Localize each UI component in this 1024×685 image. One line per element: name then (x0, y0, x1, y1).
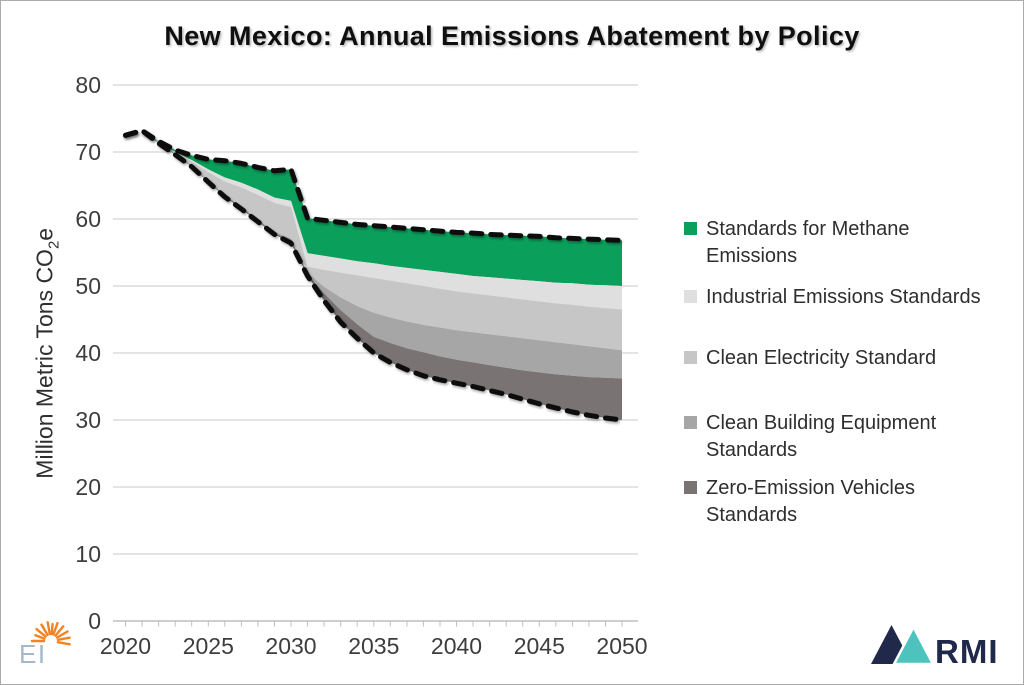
y-tick-label: 40 (75, 340, 101, 366)
band-industrial-emissions-standards (125, 130, 622, 310)
band-clean-electricity-standard (125, 130, 622, 351)
y-tick-label: 30 (75, 407, 101, 433)
rmi-logo-text: RMI (935, 633, 999, 667)
baseline-dashed-line (123, 128, 625, 243)
y-tick-label: 0 (88, 608, 101, 634)
y-tick-label: 60 (75, 206, 101, 232)
legend-label: Standards for Methane Emissions (706, 218, 910, 267)
legend-swatch (684, 351, 697, 364)
ei-sunburst-icon (30, 621, 71, 646)
ei-logo: EI (19, 621, 71, 669)
x-tick-label: 2030 (265, 633, 316, 659)
legend-swatch (684, 290, 697, 303)
rmi-logo: RMI (871, 624, 999, 667)
legend-item: Standards for Methane Emissions (684, 216, 946, 270)
y-tick-label: 10 (75, 541, 101, 567)
legend-item: Zero-Emission Vehicles Standards (684, 475, 946, 529)
x-tick-label: 2035 (348, 633, 399, 659)
chart-title: New Mexico: Annual Emissions Abatement b… (164, 21, 860, 51)
legend-label: Industrial Emissions Standards (706, 286, 981, 308)
legend-swatch (684, 481, 697, 494)
legend-item: Clean Electricity Standard (684, 345, 936, 372)
x-tick-label: 2040 (431, 633, 482, 659)
with-all-policies-dashed-line (123, 128, 625, 423)
band-zero-emission-vehicles-standards (125, 130, 622, 420)
legend-item: Industrial Emissions Standards (684, 284, 981, 311)
ei-logo-text: EI (19, 639, 47, 669)
y-tick-label: 20 (75, 474, 101, 500)
legend-swatch (684, 222, 697, 235)
band-clean-building-equipment-standards (125, 130, 622, 379)
y-tick-label: 50 (75, 273, 101, 299)
legend-label: Clean Building Equipment Standards (706, 412, 937, 461)
band-standards-for-methane-emissions (125, 130, 622, 286)
legend-swatch (684, 416, 697, 429)
x-tick-label: 2045 (514, 633, 565, 659)
legend-label: Zero-Emission Vehicles Standards (706, 477, 915, 526)
legend-label: Clean Electricity Standard (706, 347, 937, 369)
x-tick-label: 2050 (596, 633, 647, 659)
rmi-mountain-right (891, 624, 936, 666)
x-tick-label: 2025 (183, 633, 234, 659)
y-tick-label: 70 (75, 139, 101, 165)
x-tick-label: 2020 (100, 633, 151, 659)
legend-item: Clean Building Equipment Standards (684, 410, 946, 464)
y-tick-label: 80 (75, 72, 101, 98)
